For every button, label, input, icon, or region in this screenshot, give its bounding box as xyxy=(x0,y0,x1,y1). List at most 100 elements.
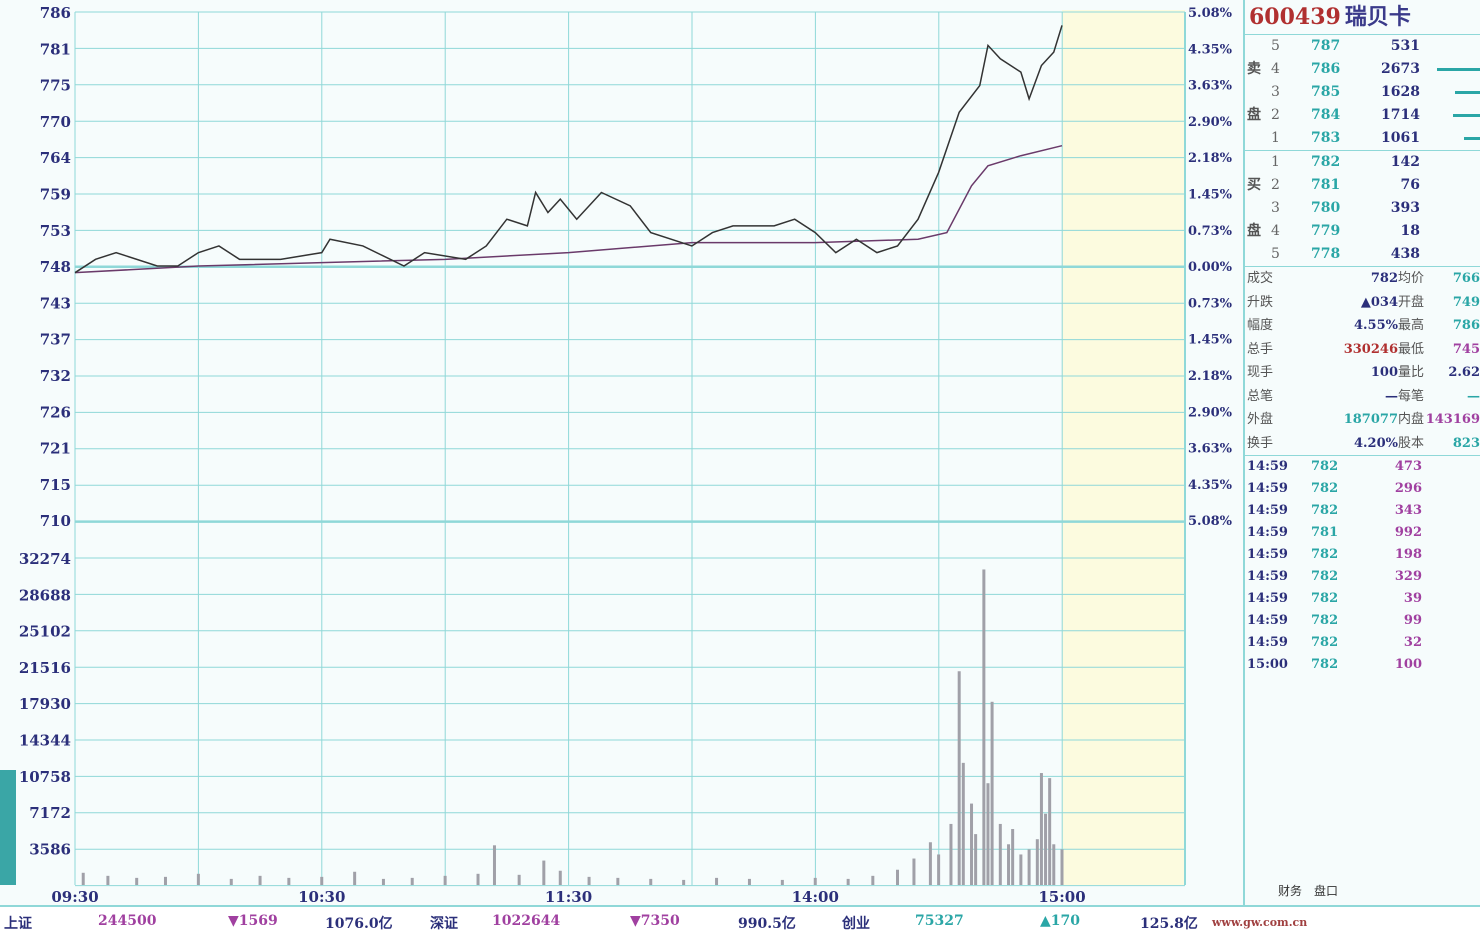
status-item[interactable]: 深证 xyxy=(430,913,458,933)
after-close-area xyxy=(1062,10,1185,885)
tab-1[interactable]: 盘口 xyxy=(1308,882,1344,900)
price-tick-label: 721 xyxy=(40,440,71,458)
time-tick-label: 15:00 xyxy=(1038,888,1085,905)
volume-bar xyxy=(1028,849,1031,885)
stat-value: 330246 xyxy=(1344,338,1398,362)
side-tab[interactable] xyxy=(0,770,16,885)
trade-time: 15:00 xyxy=(1247,654,1288,676)
trade-price: 782 xyxy=(1311,632,1338,654)
volume-tick-label: 32274 xyxy=(19,550,71,568)
stat-value: 143169 xyxy=(1426,408,1480,432)
volume-bar xyxy=(542,861,545,885)
ask-volume: 531 xyxy=(1391,35,1420,58)
stock-name: 瑞贝卡 xyxy=(1345,4,1411,30)
volume-bar xyxy=(559,871,562,885)
percent-tick-label: 5.08% xyxy=(1188,514,1233,529)
trade-price: 782 xyxy=(1311,588,1338,610)
volume-bar xyxy=(847,879,850,885)
stat-value: 745 xyxy=(1453,338,1480,362)
tab-0[interactable]: 财务 xyxy=(1272,882,1308,900)
stock-code: 600439 xyxy=(1249,4,1341,30)
volume-bar xyxy=(230,879,233,885)
volume-bar xyxy=(320,877,323,885)
price-tick-label: 786 xyxy=(40,4,71,22)
price-tick-label: 726 xyxy=(40,403,71,421)
trade-price: 782 xyxy=(1311,500,1338,522)
volume-bar xyxy=(1019,854,1022,885)
ask-volume: 1628 xyxy=(1381,81,1420,104)
volume-bar xyxy=(974,834,977,885)
trade-volume: 329 xyxy=(1395,566,1422,588)
volume-tick-label: 10758 xyxy=(19,768,71,786)
volume-bar xyxy=(649,879,652,885)
level: 1 xyxy=(1271,151,1280,174)
volume-bar xyxy=(1048,778,1051,885)
percent-tick-label: 2.18% xyxy=(1188,151,1233,166)
volume-bar xyxy=(1007,844,1010,885)
level: 1 xyxy=(1271,127,1280,150)
volume-tick-label: 3586 xyxy=(29,840,71,858)
volume-bar xyxy=(937,854,940,885)
volume-bar xyxy=(871,876,874,885)
trade-volume: 99 xyxy=(1404,610,1422,632)
volume-bar xyxy=(135,878,138,885)
status-item[interactable]: www.gw.com.cn xyxy=(1212,916,1307,929)
trade-volume: 296 xyxy=(1395,478,1422,500)
volume-bar xyxy=(1052,844,1055,885)
status-item[interactable]: 上证 xyxy=(4,913,32,933)
stat-value: — xyxy=(1467,385,1480,409)
volume-bars xyxy=(82,569,1064,885)
intraday-chart[interactable]: 7867817757707647597537487437377327267217… xyxy=(0,0,1243,905)
stat-label: 最低 xyxy=(1398,338,1424,362)
level: 3 xyxy=(1271,81,1280,104)
volume-bar xyxy=(912,859,915,885)
time-tick-label: 14:00 xyxy=(792,888,839,905)
price-tick-label: 710 xyxy=(40,512,71,530)
stat-value: 187077 xyxy=(1344,408,1398,432)
bid-volume: 18 xyxy=(1401,220,1420,243)
side-label: 盘 xyxy=(1247,220,1261,243)
volume-bar xyxy=(958,671,961,885)
volume-bar xyxy=(477,874,480,885)
time-tick-label: 09:30 xyxy=(51,888,98,905)
trade-price: 782 xyxy=(1311,610,1338,632)
trade-price: 782 xyxy=(1311,654,1338,676)
stat-label: 总手 xyxy=(1247,338,1273,362)
trade-price: 782 xyxy=(1311,544,1338,566)
trade-volume: 992 xyxy=(1395,522,1422,544)
volume-bar xyxy=(518,875,521,885)
stat-value: — xyxy=(1385,385,1398,409)
volume-bar xyxy=(1437,68,1480,71)
stat-label: 成交 xyxy=(1247,267,1273,291)
trade-time: 14:59 xyxy=(1247,522,1288,544)
volume-bar xyxy=(1011,829,1014,885)
price-tick-label: 748 xyxy=(40,258,71,276)
trade-volume: 343 xyxy=(1395,500,1422,522)
volume-bar xyxy=(781,880,784,885)
trade-volume: 198 xyxy=(1395,544,1422,566)
bid-price: 781 xyxy=(1311,174,1340,197)
volume-bar xyxy=(999,824,1002,885)
status-item[interactable]: 创业 xyxy=(842,913,870,933)
status-item: 1076.0亿 xyxy=(325,913,393,933)
volume-bar xyxy=(970,804,973,885)
stat-value: 4.55% xyxy=(1354,314,1398,338)
trade-volume: 100 xyxy=(1395,654,1422,676)
ask-price: 787 xyxy=(1311,35,1340,58)
